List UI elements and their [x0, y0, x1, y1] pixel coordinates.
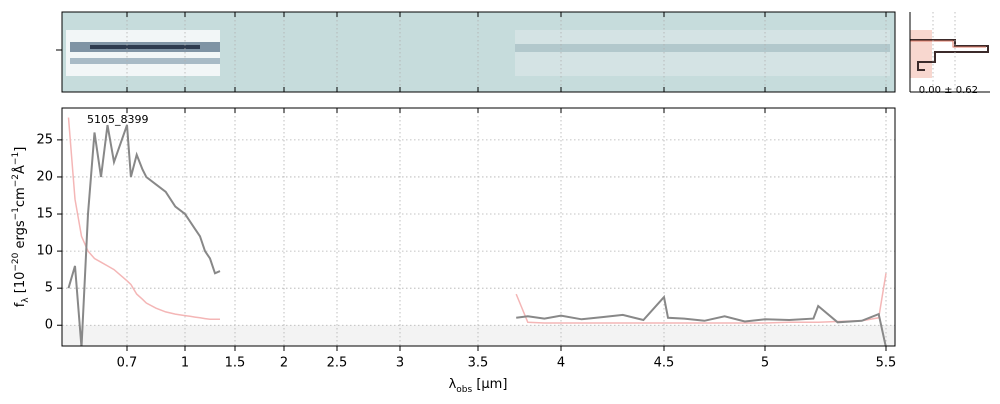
y-label-part: −2: [11, 174, 21, 187]
y-label-part: cm: [13, 187, 28, 207]
x-tick-label: 2.5: [327, 356, 348, 371]
x-tick-label: 1: [181, 356, 189, 371]
x-tick-label: 4: [557, 356, 565, 371]
y-tick-label: 10: [36, 244, 53, 259]
y-tick-label: 15: [36, 207, 53, 222]
x-tick-label: 0.7: [117, 356, 138, 371]
x-tick-label: 4.5: [654, 356, 675, 371]
x-label-part: λ: [449, 377, 457, 392]
histogram: [909, 12, 990, 93]
y-axis-label: fλ [10−20 ergs−1cm−2Å−1]: [11, 147, 31, 308]
y-label-part: Å: [12, 165, 28, 174]
spectrum-line: [67, 117, 887, 324]
series-group: [67, 117, 887, 346]
y-label-part: −20: [11, 252, 21, 271]
x-tick-label: 3.5: [468, 356, 489, 371]
x-axis-label: λobs [μm]: [449, 377, 508, 395]
annotation: 0.00 ± 0.62: [919, 85, 978, 96]
x-tick-label: 5: [761, 356, 769, 371]
x-label-part: [μm]: [472, 377, 507, 392]
spectrum-line: [67, 124, 887, 346]
y-label-part: λ: [21, 297, 31, 303]
chart-title: 5105_8399: [87, 113, 149, 126]
y-label-part: ]: [13, 147, 28, 152]
y-label-part: [10: [13, 272, 28, 298]
x-tick-label: 2: [280, 356, 288, 371]
x-tick-label: 1.5: [225, 356, 246, 371]
x-label-part: obs: [456, 385, 472, 395]
y-label-part: −1: [11, 207, 21, 220]
plot-frame: [61, 107, 896, 347]
y-tick-label: 20: [36, 169, 53, 184]
y-label-part: f: [13, 302, 28, 307]
y-tick-label: 25: [36, 132, 53, 147]
y-label-part: −1: [11, 152, 21, 165]
spectrum-2d-image: [66, 30, 890, 76]
y-tick-label: 5: [45, 281, 53, 296]
y-tick-label: 0: [45, 318, 53, 333]
y-label-part: ergs: [13, 220, 28, 252]
x-tick-label: 5.5: [876, 356, 897, 371]
x-tick-label: 3: [396, 356, 404, 371]
plot-area: 0 5 10 15 20 25 0.7 1 1.5 2 2.5 3 3.5 4 4.5 5 5.5: [36, 12, 896, 371]
negative-region: [62, 325, 895, 346]
